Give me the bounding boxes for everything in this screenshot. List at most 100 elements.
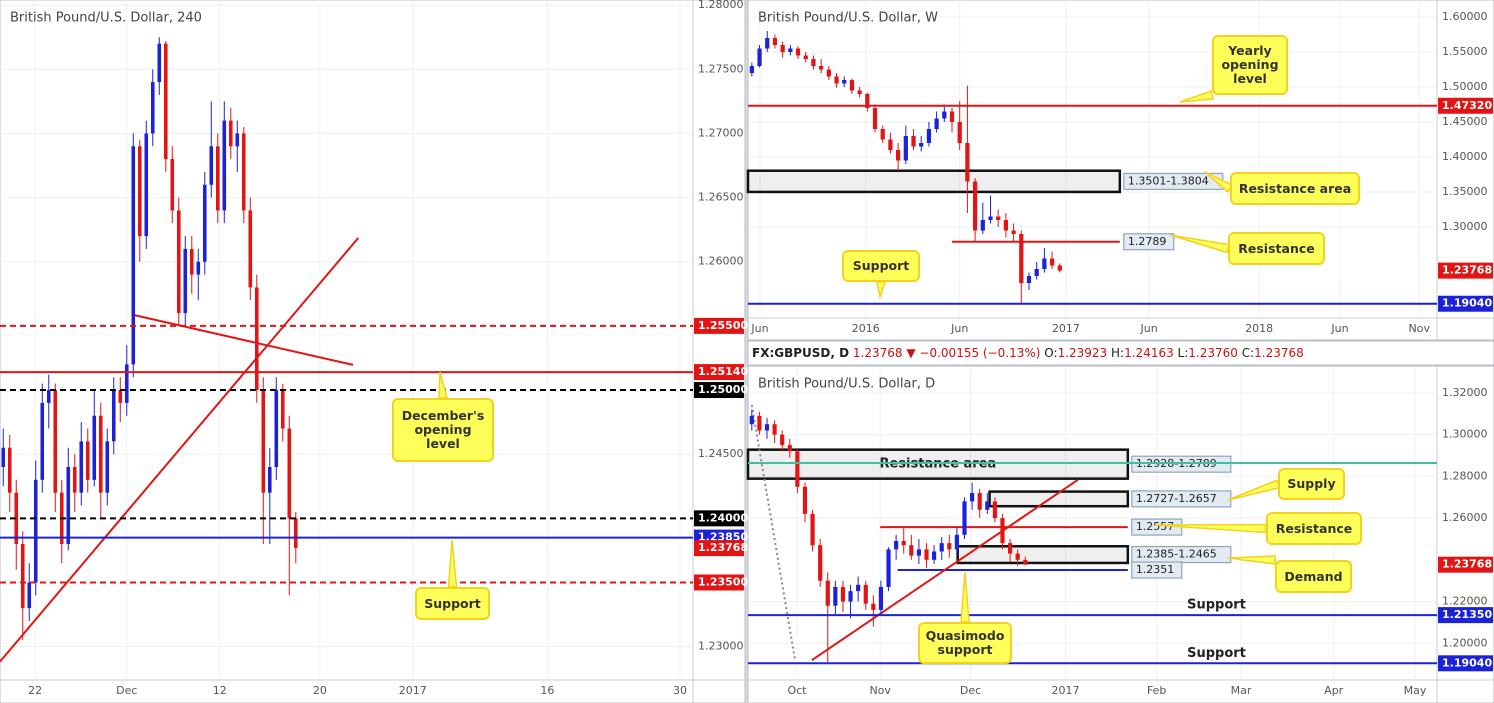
- chart-title: British Pound/U.S. Dollar, D: [758, 377, 935, 392]
- price-label: 1.47320: [1442, 99, 1492, 112]
- zone: [956, 545, 1130, 565]
- price-label: 1.19040: [1442, 656, 1492, 669]
- candle-body: [111, 390, 116, 442]
- candle-body: [810, 513, 815, 546]
- ohlc-label: C:: [1241, 346, 1255, 360]
- x-tick-label: Apr: [1324, 684, 1344, 697]
- candle-body: [894, 541, 899, 550]
- price-label-box: [1438, 295, 1493, 312]
- y-tick-label: 1.40000: [1442, 150, 1488, 163]
- candle-body: [209, 146, 214, 185]
- candle-body: [939, 543, 944, 552]
- panel: [0, 0, 746, 703]
- x-tick-label: 2017: [1052, 322, 1080, 335]
- ohlc-value: 1.23760: [1188, 346, 1238, 360]
- candle-body: [954, 534, 959, 550]
- zone-name: Resistance area: [879, 457, 996, 472]
- candle-body: [802, 486, 808, 514]
- y-tick-label: 1.55000: [1442, 45, 1488, 58]
- price-label-box: [1438, 556, 1493, 573]
- candle-body: [849, 80, 855, 91]
- y-tick-label: 1.32000: [1442, 386, 1488, 399]
- callout: December's opening level: [392, 398, 494, 462]
- line-label-box: [1131, 561, 1183, 579]
- candle-body: [1, 447, 6, 468]
- x-tick-label: 12: [213, 684, 227, 697]
- candle-body: [72, 467, 77, 493]
- zone: [746, 448, 1130, 480]
- candle-body: [14, 492, 19, 544]
- candle-body: [888, 139, 893, 151]
- candle-body: [1049, 258, 1055, 266]
- candle-body: [92, 415, 97, 480]
- callout-pointer: [876, 280, 887, 300]
- candle-body: [765, 38, 770, 49]
- x-tick-label: Jun: [950, 322, 968, 335]
- candle-body: [934, 118, 939, 130]
- candle-body: [880, 129, 885, 140]
- candle-body: [972, 181, 978, 231]
- level-name: Support: [1187, 598, 1246, 613]
- callout: Support: [415, 587, 490, 620]
- candle-body: [856, 584, 861, 592]
- price-label-box: [694, 382, 744, 399]
- price-label: 1.25500: [698, 319, 748, 332]
- ohlc-label: H:: [1111, 346, 1125, 360]
- price-label: 1.24000: [698, 511, 748, 524]
- chart-title: British Pound/U.S. Dollar, 240: [10, 11, 202, 26]
- x-tick-label: 2017: [399, 684, 427, 697]
- candle-body: [903, 136, 908, 161]
- candle-body: [947, 543, 952, 550]
- candle-body: [980, 220, 985, 231]
- candle-body: [66, 467, 71, 544]
- y-tick-label: 1.35000: [1442, 185, 1488, 198]
- callout: Support: [842, 250, 920, 282]
- callout: Resistance: [1228, 232, 1325, 265]
- zone-label: 1.3501-1.3804: [1128, 174, 1209, 187]
- x-tick-label: Mar: [1231, 684, 1252, 697]
- zone-label: 1.2727-1.2657: [1136, 492, 1217, 505]
- ohlc-value: 1.24163: [1124, 346, 1174, 360]
- candle-body: [757, 48, 762, 67]
- price-label: 1.23500: [698, 575, 748, 588]
- ohlc-value: 1.23923: [1057, 346, 1108, 360]
- y-tick-label: 1.24500: [698, 447, 744, 460]
- candle-body: [46, 390, 51, 403]
- candle-body: [926, 129, 932, 144]
- line-label: 1.2351: [1136, 563, 1175, 576]
- candle-body: [924, 549, 929, 560]
- y-tick-label: 1.28000: [1442, 469, 1488, 482]
- candle-body: [1042, 258, 1047, 270]
- candle-body: [131, 146, 136, 365]
- x-tick-label: Dec: [960, 684, 981, 697]
- candle-body: [942, 111, 947, 119]
- candle-body: [85, 441, 90, 480]
- candle-body: [911, 136, 916, 147]
- ohlc-label: O:: [1044, 346, 1058, 360]
- candle-body: [988, 216, 993, 221]
- candle-body: [909, 545, 914, 556]
- y-tick-label: 1.45000: [1442, 115, 1488, 128]
- y-tick-label: 1.26000: [698, 255, 744, 268]
- y-tick-label: 1.23000: [698, 640, 744, 653]
- panel: [747, 365, 1494, 703]
- candle-body: [268, 467, 272, 493]
- header-bar: [747, 340, 1494, 366]
- y-tick-label: 1.30000: [1442, 428, 1488, 441]
- candle-body: [1023, 559, 1028, 565]
- y-tick-label: 1.50000: [1442, 80, 1488, 93]
- y-tick-label: 1.27500: [698, 62, 744, 75]
- candle-body: [949, 111, 955, 123]
- candle-body: [977, 493, 982, 510]
- line-label: 1.2789: [1128, 235, 1167, 248]
- price-label-box: [1438, 655, 1493, 672]
- price-label: 1.25140: [698, 365, 748, 378]
- candle-body: [749, 66, 754, 74]
- price-label: 1.25000: [698, 383, 748, 396]
- candle-body: [124, 364, 129, 403]
- x-tick-label: 2018: [1245, 322, 1273, 335]
- candle-body: [215, 146, 220, 211]
- candle-body: [886, 549, 891, 587]
